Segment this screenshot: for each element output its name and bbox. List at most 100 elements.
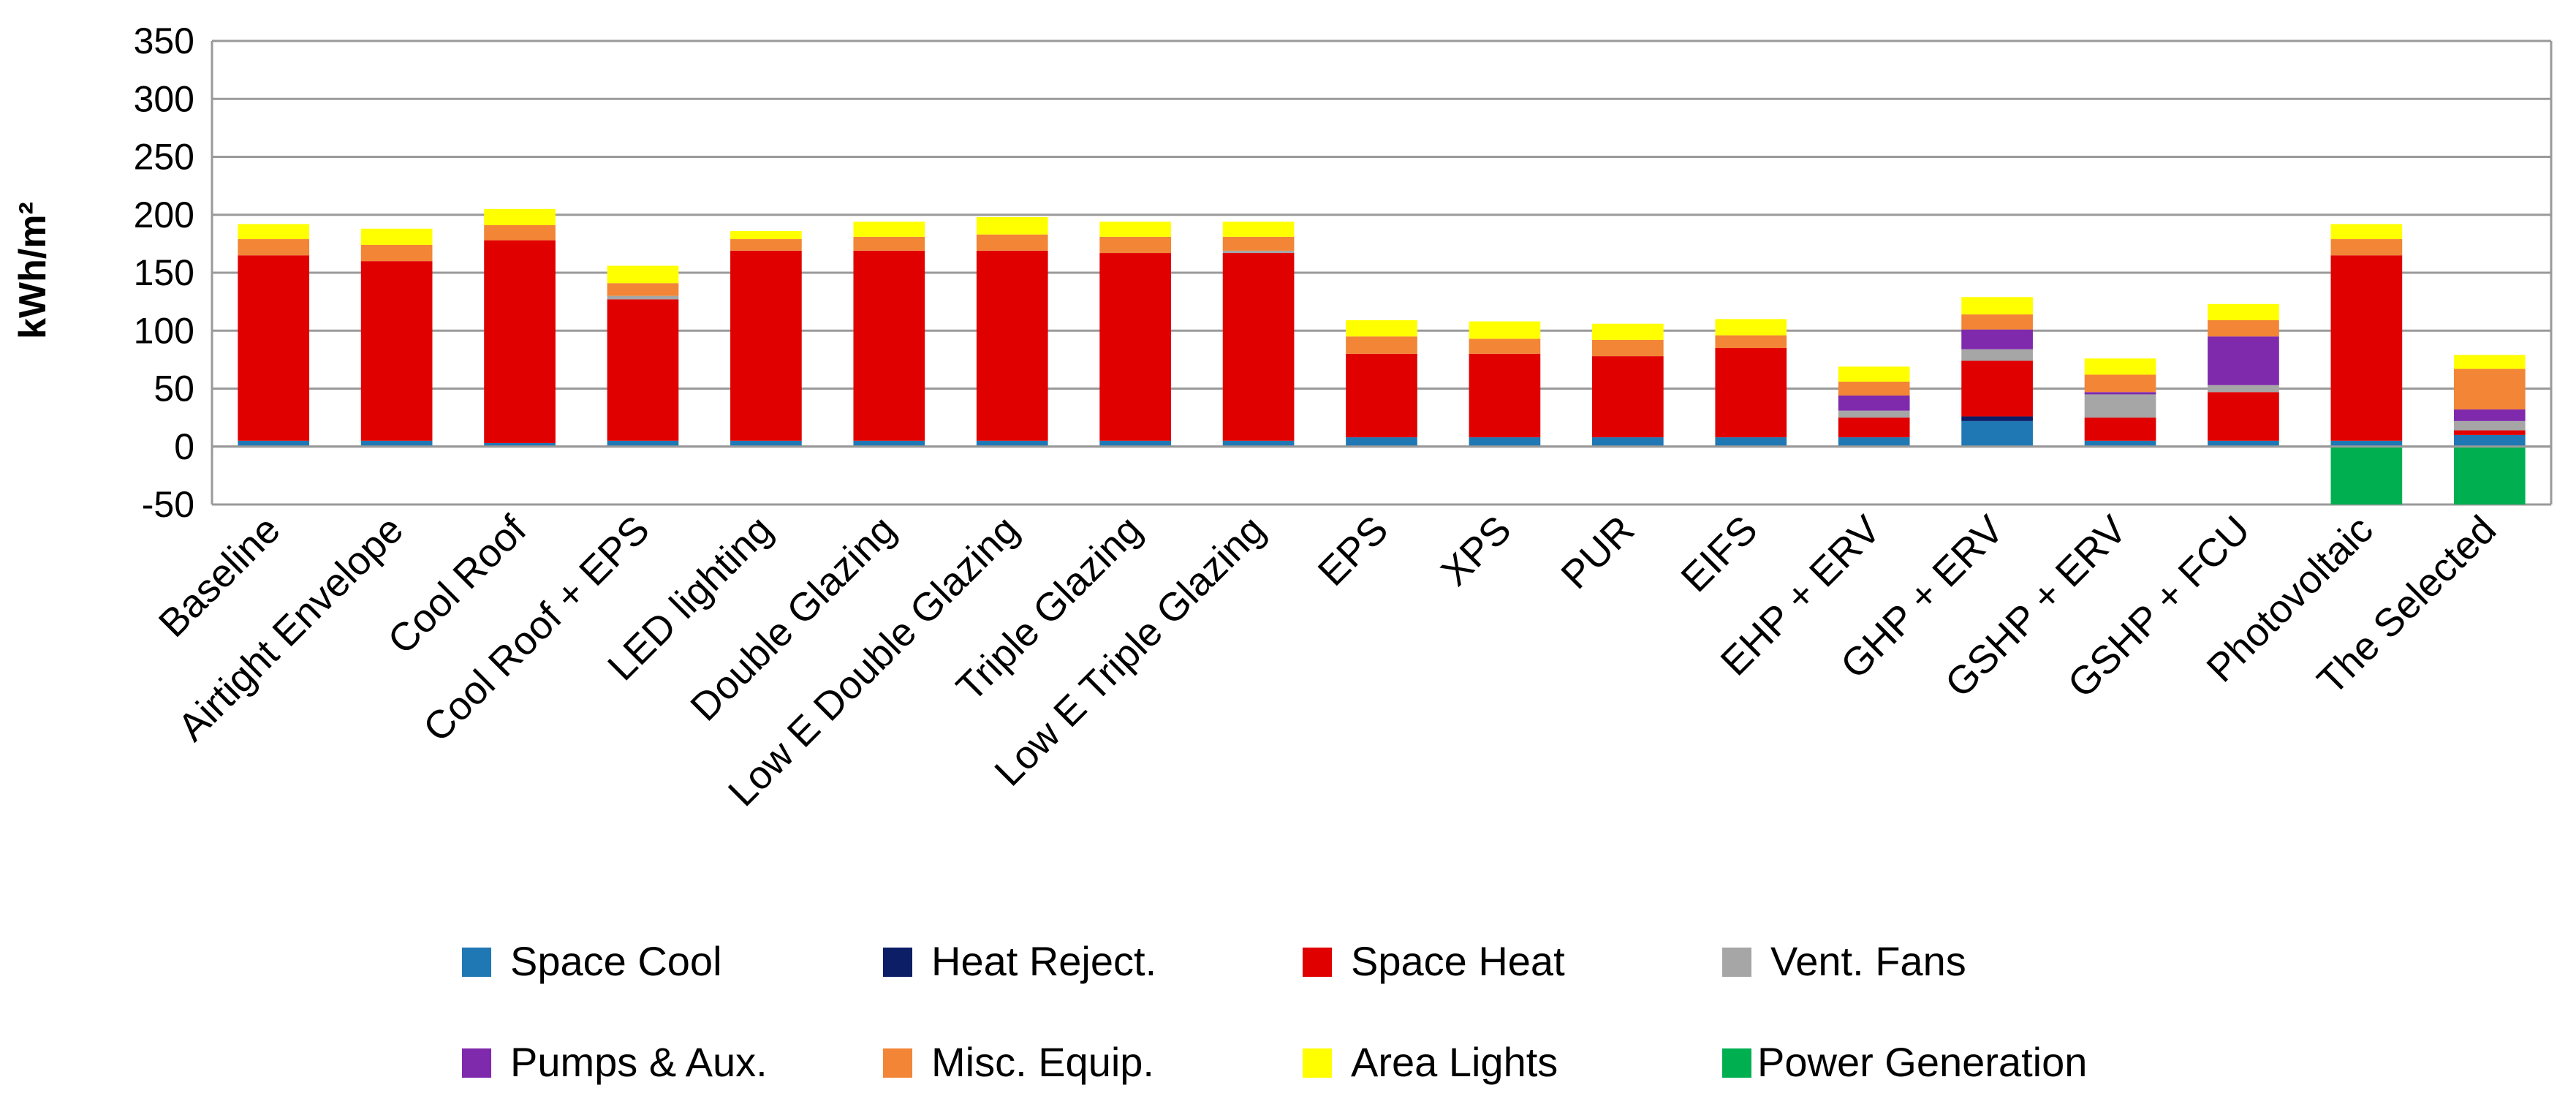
bar-segment-space-cool xyxy=(2084,440,2156,447)
bar-segment-area-lights xyxy=(238,224,310,240)
bars-layer xyxy=(238,208,2526,504)
bar-segment-space-cool xyxy=(1715,437,1787,447)
legend-item: Space Cool xyxy=(462,938,722,984)
bar-segment-pumps-aux xyxy=(1961,329,2033,349)
bar-segment-area-lights xyxy=(2453,355,2526,369)
bar-segment-vent-fans xyxy=(607,295,679,300)
bar-segment-area-lights xyxy=(976,216,1048,235)
bar-segment-misc-equip xyxy=(1961,314,2033,330)
bar-segment-space-heat xyxy=(1961,360,2033,417)
x-tick-label: EPS xyxy=(1310,507,1397,594)
bar-segment-area-lights xyxy=(1469,321,1541,339)
bar-segment-power-generation xyxy=(2453,446,2526,504)
bar-segment-space-heat xyxy=(2208,392,2279,441)
bar-segment-space-cool xyxy=(1592,437,1664,447)
x-tick-label: Double Glazing xyxy=(682,507,904,730)
bar-segment-misc-equip xyxy=(2208,320,2279,337)
bar-segment-area-lights xyxy=(1838,366,1910,382)
legend-label: Area Lights xyxy=(1351,1039,1558,1085)
x-tick-label: EIFS xyxy=(1672,507,1765,600)
y-tick-label: 100 xyxy=(134,310,194,351)
y-tick-label: -50 xyxy=(142,484,194,525)
bar-segment-misc-equip xyxy=(976,234,1048,251)
bar-segment-space-cool xyxy=(1222,440,1295,447)
bar-segment-area-lights xyxy=(1346,320,1417,337)
bar-segment-area-lights xyxy=(1099,222,1171,237)
legend-label: Heat Reject. xyxy=(931,938,1156,984)
bar-segment-vent-fans xyxy=(2208,385,2279,393)
y-tick-label: 50 xyxy=(154,368,194,409)
bar-segment-space-cool xyxy=(238,440,310,447)
bar-segment-misc-equip xyxy=(2453,368,2526,410)
bar-segment-space-heat xyxy=(1222,253,1295,441)
bar-segment-area-lights xyxy=(1222,222,1295,237)
legend-item: Misc. Equip. xyxy=(883,1039,1154,1085)
bar-segment-space-heat xyxy=(1715,348,1787,438)
legend-swatch xyxy=(462,1048,491,1078)
bar-segment-space-heat xyxy=(730,250,802,441)
y-axis-label: kWh/m² xyxy=(12,202,54,339)
bar-segment-misc-equip xyxy=(238,239,310,256)
bar-segment-vent-fans xyxy=(2084,394,2156,418)
bar-segment-space-cool xyxy=(1099,440,1171,447)
bar-segment-space-cool xyxy=(2453,434,2526,447)
bar-segment-space-heat xyxy=(238,255,310,441)
bar-segment-misc-equip xyxy=(2084,374,2156,393)
bar-segment-vent-fans xyxy=(1961,349,2033,361)
bar-segment-vent-fans xyxy=(2453,420,2526,431)
bar-segment-space-cool xyxy=(2208,440,2279,447)
legend-label: Pumps & Aux. xyxy=(510,1039,768,1085)
bar-segment-misc-equip xyxy=(1469,339,1541,354)
bar-segment-misc-equip xyxy=(1222,236,1295,251)
bar-segment-area-lights xyxy=(484,208,556,226)
x-tick-label: Cool Roof + EPS xyxy=(415,507,658,750)
bar-segment-space-heat xyxy=(2453,430,2526,435)
y-tick-label: 200 xyxy=(134,194,194,235)
bar-segment-misc-equip xyxy=(730,239,802,251)
y-tick-label: 0 xyxy=(174,426,194,467)
legend-swatch xyxy=(1303,948,1332,977)
bar-segment-area-lights xyxy=(853,222,925,237)
bar-segment-misc-equip xyxy=(2330,239,2403,256)
bar-segment-area-lights xyxy=(1961,297,2033,315)
x-tick-label: XPS xyxy=(1433,507,1520,594)
bar-segment-misc-equip xyxy=(1838,381,1910,396)
legend-swatch xyxy=(1303,1048,1332,1078)
bar-segment-space-heat xyxy=(1346,353,1417,438)
bar-segment-misc-equip xyxy=(1715,335,1787,349)
bar-segment-area-lights xyxy=(1715,319,1787,336)
legend-swatch xyxy=(883,1048,912,1078)
legend-item: Space Heat xyxy=(1303,938,1565,984)
bar-segment-misc-equip xyxy=(360,244,433,262)
legend-swatch xyxy=(1722,948,1751,977)
bar-segment-area-lights xyxy=(2330,224,2403,240)
bar-segment-area-lights xyxy=(730,230,802,240)
legend-swatch xyxy=(1722,1048,1751,1078)
bar-segment-misc-equip xyxy=(1592,339,1664,357)
bar-segment-misc-equip xyxy=(853,236,925,251)
bar-segment-space-heat xyxy=(1838,417,1910,438)
y-tick-label: 350 xyxy=(134,20,194,61)
bar-segment-space-heat xyxy=(853,250,925,441)
bar-segment-area-lights xyxy=(2084,358,2156,375)
bar-segment-space-cool xyxy=(1346,437,1417,447)
bar-segment-misc-equip xyxy=(607,283,679,296)
bar-segment-pumps-aux xyxy=(2453,409,2526,421)
bar-segment-area-lights xyxy=(607,265,679,284)
bar-segment-space-cool xyxy=(607,440,679,447)
bar-segment-space-heat xyxy=(360,261,433,441)
legend-item: Vent. Fans xyxy=(1722,938,1966,984)
axis-layer: 350 300 250 200 150 100 50 0 -50 xyxy=(134,20,2553,525)
legend: Space Cool Heat Reject. Space Heat Vent. Fa… xyxy=(462,938,2087,1085)
bar-segment-space-heat xyxy=(607,299,679,441)
bar-segment-space-cool xyxy=(484,442,556,447)
bar-segment-area-lights xyxy=(360,228,433,245)
y-tick-label: 300 xyxy=(134,78,194,119)
bar-segment-pumps-aux xyxy=(2208,336,2279,385)
bar-segment-area-lights xyxy=(1592,323,1664,340)
x-tick-label: Airtight Envelope xyxy=(170,507,412,749)
bar-segment-space-cool xyxy=(1838,437,1910,447)
legend-label: Vent. Fans xyxy=(1770,938,1966,984)
